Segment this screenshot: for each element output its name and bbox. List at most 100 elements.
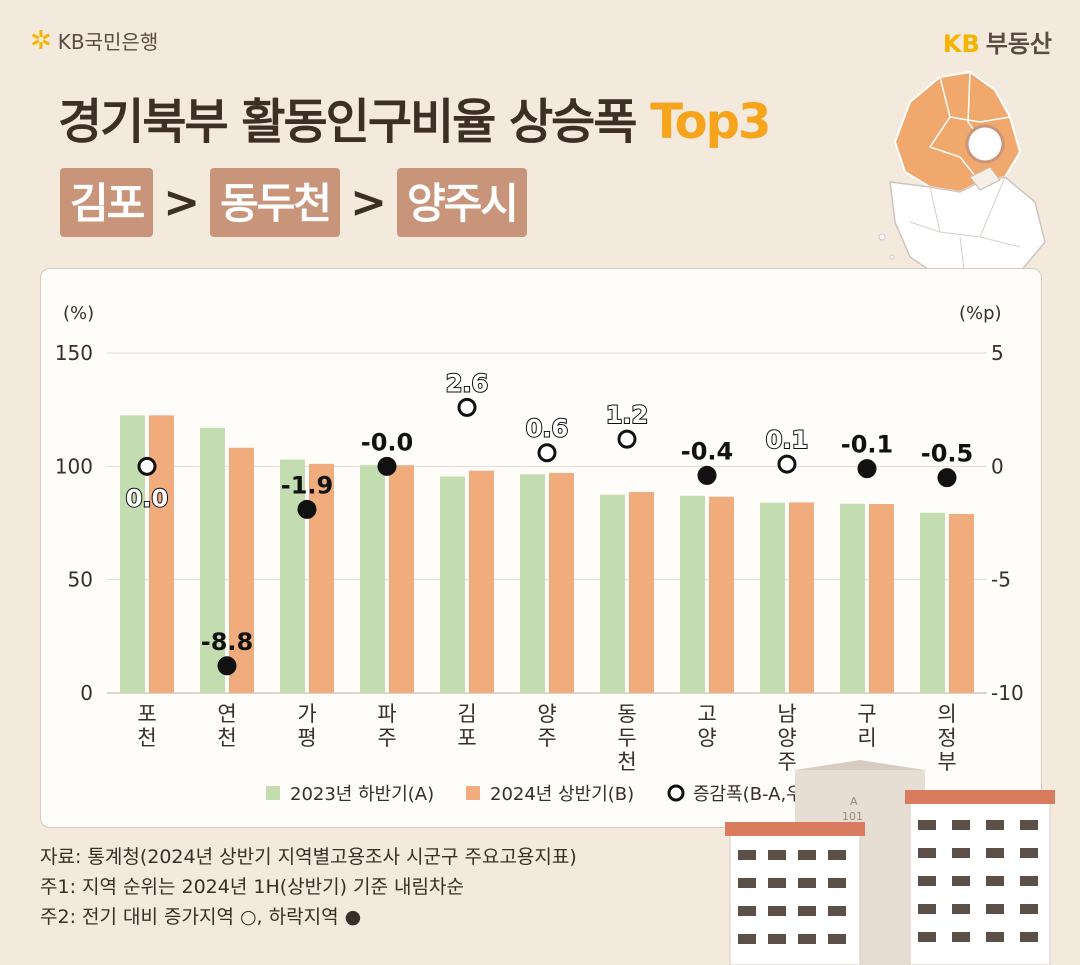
window bbox=[986, 820, 1004, 830]
ranking-line: 김포 > 동두천 > 양주시 bbox=[60, 168, 527, 237]
chart-notes: 자료: 통계청(2024년 상반기 지역별고용조사 시군구 주요고용지표) 주1… bbox=[40, 842, 577, 932]
y-tick-left: 150 bbox=[55, 341, 93, 365]
window bbox=[1020, 820, 1038, 830]
change-label: -0.5 bbox=[921, 440, 973, 468]
window bbox=[952, 876, 970, 886]
window bbox=[768, 934, 786, 944]
window bbox=[798, 878, 816, 888]
increase-marker bbox=[537, 443, 557, 463]
window bbox=[1020, 876, 1038, 886]
window bbox=[952, 904, 970, 914]
bar-2024h1 bbox=[469, 470, 494, 693]
bar-line-chart: 0.0-8.8-1.9-0.02.60.6 1.2-0.4 0.1 -0.1 -0.5 … bbox=[55, 303, 1024, 805]
window bbox=[738, 878, 756, 888]
title-main: 경기북부 활동인구비율 상승폭 bbox=[58, 94, 638, 150]
bar-2024h1 bbox=[789, 502, 814, 693]
change-label: -0.1 bbox=[841, 431, 893, 459]
window bbox=[952, 820, 970, 830]
legend-swatch bbox=[266, 786, 280, 800]
window bbox=[1020, 904, 1038, 914]
decrease-marker bbox=[217, 656, 237, 676]
decrease-marker bbox=[697, 465, 717, 485]
note-1: 주1: 지역 순위는 2024년 1H(상반기) 기준 내림차순 bbox=[40, 876, 464, 898]
window bbox=[952, 848, 970, 858]
window bbox=[986, 932, 1004, 942]
window bbox=[798, 934, 816, 944]
bar-2023h2 bbox=[440, 476, 465, 693]
window bbox=[738, 934, 756, 944]
y-tick-right: -5 bbox=[991, 568, 1011, 592]
increase-marker bbox=[137, 456, 157, 476]
bar-2023h2 bbox=[920, 512, 945, 693]
bar-2024h1 bbox=[549, 472, 574, 693]
bar-2023h2 bbox=[200, 427, 225, 693]
window bbox=[828, 906, 846, 916]
change-label: 0.0 bbox=[126, 484, 169, 512]
y-tick-left: 50 bbox=[68, 568, 93, 592]
y-axis-left-label: (%) bbox=[63, 303, 94, 324]
window bbox=[768, 878, 786, 888]
bar-2023h2 bbox=[840, 503, 865, 693]
bar-2023h2 bbox=[280, 459, 305, 693]
decrease-marker bbox=[377, 456, 397, 476]
window bbox=[828, 934, 846, 944]
legend-label: 2023년 하반기(A) bbox=[290, 784, 434, 805]
note-source: 자료: 통계청(2024년 상반기 지역별고용조사 시군구 주요고용지표) bbox=[40, 846, 577, 868]
bar-2023h2 bbox=[760, 502, 785, 693]
legend-label: 2024년 상반기(B) bbox=[490, 784, 634, 805]
bar-2024h1 bbox=[149, 415, 174, 693]
rank-second: 동두천 bbox=[210, 168, 341, 237]
building-block: A bbox=[850, 795, 858, 808]
apartment-illustration: A 101 bbox=[725, 760, 1055, 965]
kb-bank-logo: ✲ KB국민은행 bbox=[30, 26, 158, 55]
bar-2023h2 bbox=[520, 474, 545, 693]
window bbox=[918, 820, 936, 830]
gyeonggi-map-illustration bbox=[878, 70, 1046, 285]
change-label: -0.4 bbox=[681, 437, 733, 465]
window bbox=[918, 876, 936, 886]
window bbox=[768, 850, 786, 860]
change-label: 0.1 bbox=[766, 426, 809, 454]
window bbox=[986, 848, 1004, 858]
change-label: -0.0 bbox=[361, 428, 413, 456]
kb-realestate-logo: KB 부동산 bbox=[943, 24, 1052, 59]
window bbox=[986, 904, 1004, 914]
note-2: 주2: 전기 대비 증가지역 ○, 하락지역 ● bbox=[40, 906, 362, 928]
rank-third: 양주시 bbox=[396, 168, 527, 237]
window bbox=[828, 878, 846, 888]
legend-marker bbox=[667, 784, 685, 802]
bar-2024h1 bbox=[869, 503, 894, 693]
bar-2024h1 bbox=[389, 465, 414, 693]
window bbox=[986, 876, 1004, 886]
bar-2024h1 bbox=[629, 491, 654, 693]
change-label: 0.6 bbox=[526, 415, 569, 443]
change-label: 1.2 bbox=[606, 401, 649, 429]
change-label: -1.9 bbox=[281, 471, 333, 499]
increase-marker bbox=[777, 454, 797, 474]
y-tick-right: 5 bbox=[991, 341, 1004, 365]
realestate-name: 부동산 bbox=[985, 30, 1052, 58]
title-highlight: Top3 bbox=[650, 94, 771, 150]
y-axis-right-label: (%p) bbox=[959, 303, 1002, 324]
change-label: -8.8 bbox=[201, 628, 253, 656]
window bbox=[828, 850, 846, 860]
rank-separator-2: > bbox=[350, 177, 387, 228]
change-label: 2.6 bbox=[446, 369, 489, 397]
chart-card: 0.0 -8.8 -1.9 -0.0 2.6 0.6 1.2 -0.4 0.1 -0.1 -0.5 … bbox=[40, 268, 1042, 828]
legend-swatch bbox=[466, 786, 480, 800]
increase-marker bbox=[457, 397, 477, 417]
y-tick-right: -10 bbox=[991, 681, 1024, 705]
y-tick-left: 100 bbox=[55, 454, 93, 478]
increase-marker bbox=[617, 429, 637, 449]
window bbox=[798, 850, 816, 860]
window bbox=[768, 906, 786, 916]
